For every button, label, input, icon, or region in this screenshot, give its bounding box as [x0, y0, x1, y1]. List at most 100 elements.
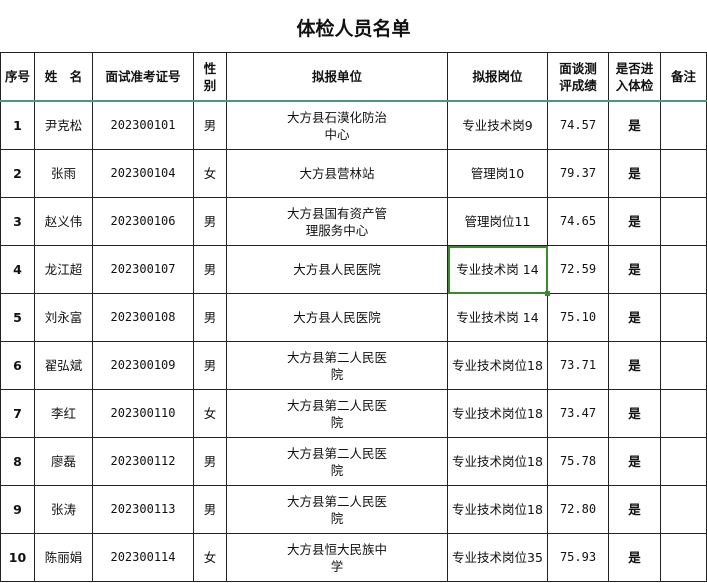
exam-id-cell[interactable]: 202300113 [92, 485, 194, 534]
gender-cell[interactable]: 男 [193, 245, 227, 294]
exam-id-cell[interactable]: 202300110 [92, 389, 194, 438]
seq-cell[interactable]: 10 [0, 533, 35, 582]
seq-cell[interactable]: 3 [0, 197, 35, 246]
header-exam-id[interactable]: 面试准考证号 [92, 52, 194, 102]
post-cell[interactable]: 专业技术岗位18 [447, 485, 548, 534]
note-cell[interactable] [660, 149, 707, 198]
note-cell[interactable] [660, 389, 707, 438]
post-cell[interactable]: 专业技术岗 14 [447, 293, 548, 342]
score-cell[interactable]: 74.57 [547, 100, 609, 150]
score-cell[interactable]: 74.65 [547, 197, 609, 246]
post-cell[interactable]: 管理岗10 [447, 149, 548, 198]
post-cell[interactable]: 专业技术岗9 [447, 100, 548, 150]
note-cell[interactable] [660, 245, 707, 294]
unit-cell[interactable]: 大方县石漠化防治中心 [226, 100, 448, 150]
score-cell[interactable]: 75.93 [547, 533, 609, 582]
gender-cell[interactable]: 男 [193, 485, 227, 534]
post-cell[interactable]: 专业技术岗位18 [447, 437, 548, 486]
unit-cell[interactable]: 大方县第二人民医院 [226, 389, 448, 438]
physical-exam-cell[interactable]: 是 [608, 197, 661, 246]
name-cell[interactable]: 李红 [34, 389, 93, 438]
seq-cell[interactable]: 7 [0, 389, 35, 438]
name-cell[interactable]: 赵义伟 [34, 197, 93, 246]
gender-cell[interactable]: 男 [193, 437, 227, 486]
note-cell[interactable] [660, 100, 707, 150]
note-cell[interactable] [660, 197, 707, 246]
gender-cell[interactable]: 男 [193, 100, 227, 150]
note-cell[interactable] [660, 485, 707, 534]
name-cell[interactable]: 刘永富 [34, 293, 93, 342]
unit-cell[interactable]: 大方县第二人民医院 [226, 485, 448, 534]
header-gender[interactable]: 性别 [193, 52, 227, 102]
unit-cell[interactable]: 大方县人民医院 [226, 293, 448, 342]
unit-cell[interactable]: 大方县人民医院 [226, 245, 448, 294]
score-cell[interactable]: 73.47 [547, 389, 609, 438]
physical-exam-cell[interactable]: 是 [608, 485, 661, 534]
physical-exam-cell[interactable]: 是 [608, 149, 661, 198]
post-cell[interactable]: 专业技术岗位18 [447, 389, 548, 438]
name-cell[interactable]: 翟弘斌 [34, 341, 93, 390]
post-cell[interactable]: 专业技术岗位35 [447, 533, 548, 582]
note-cell[interactable] [660, 293, 707, 342]
gender-cell[interactable]: 男 [193, 293, 227, 342]
header-name[interactable]: 姓 名 [34, 52, 93, 102]
unit-cell[interactable]: 大方县国有资产管理服务中心 [226, 197, 448, 246]
gender-cell[interactable]: 女 [193, 389, 227, 438]
header-unit[interactable]: 拟报单位 [226, 52, 448, 102]
physical-exam-cell[interactable]: 是 [608, 100, 661, 150]
name-cell[interactable]: 廖磊 [34, 437, 93, 486]
exam-id-cell[interactable]: 202300101 [92, 100, 194, 150]
note-cell[interactable] [660, 341, 707, 390]
physical-exam-cell[interactable]: 是 [608, 533, 661, 582]
physical-exam-cell[interactable]: 是 [608, 389, 661, 438]
score-cell[interactable]: 75.10 [547, 293, 609, 342]
unit-cell[interactable]: 大方县第二人民医院 [226, 341, 448, 390]
post-cell[interactable]: 专业技术岗 14 [447, 245, 550, 296]
seq-cell[interactable]: 1 [0, 100, 35, 150]
physical-exam-cell[interactable]: 是 [608, 293, 661, 342]
name-cell[interactable]: 张涛 [34, 485, 93, 534]
name-cell[interactable]: 龙江超 [34, 245, 93, 294]
exam-id-cell[interactable]: 202300106 [92, 197, 194, 246]
name-cell[interactable]: 张雨 [34, 149, 93, 198]
exam-id-cell[interactable]: 202300112 [92, 437, 194, 486]
header-note[interactable]: 备注 [660, 52, 707, 102]
unit-cell[interactable]: 大方县恒大民族中学 [226, 533, 448, 582]
score-cell[interactable]: 75.78 [547, 437, 609, 486]
seq-cell[interactable]: 4 [0, 245, 35, 294]
post-cell[interactable]: 专业技术岗位18 [447, 341, 548, 390]
seq-cell[interactable]: 9 [0, 485, 35, 534]
name-cell[interactable]: 尹克松 [34, 100, 93, 150]
seq-cell[interactable]: 2 [0, 149, 35, 198]
note-cell[interactable] [660, 533, 707, 582]
fill-handle[interactable] [545, 291, 550, 296]
score-cell[interactable]: 73.71 [547, 341, 609, 390]
exam-id-cell[interactable]: 202300104 [92, 149, 194, 198]
post-cell[interactable]: 管理岗位11 [447, 197, 548, 246]
exam-id-cell[interactable]: 202300107 [92, 245, 194, 294]
exam-id-cell[interactable]: 202300114 [92, 533, 194, 582]
gender-cell[interactable]: 男 [193, 197, 227, 246]
header-score[interactable]: 面谈测评成绩 [547, 52, 609, 102]
exam-id-cell[interactable]: 202300108 [92, 293, 194, 342]
note-cell[interactable] [660, 437, 707, 486]
exam-id-cell[interactable]: 202300109 [92, 341, 194, 390]
score-cell[interactable]: 79.37 [547, 149, 609, 198]
physical-exam-cell[interactable]: 是 [608, 245, 661, 294]
gender-cell[interactable]: 男 [193, 341, 227, 390]
header-post[interactable]: 拟报岗位 [447, 52, 548, 102]
unit-cell[interactable]: 大方县第二人民医院 [226, 437, 448, 486]
gender-cell[interactable]: 女 [193, 149, 227, 198]
seq-cell[interactable]: 8 [0, 437, 35, 486]
physical-exam-cell[interactable]: 是 [608, 437, 661, 486]
score-cell[interactable]: 72.80 [547, 485, 609, 534]
unit-cell[interactable]: 大方县营林站 [226, 149, 448, 198]
seq-cell[interactable]: 6 [0, 341, 35, 390]
gender-cell[interactable]: 女 [193, 533, 227, 582]
header-physical-exam[interactable]: 是否进入体检 [608, 52, 661, 102]
seq-cell[interactable]: 5 [0, 293, 35, 342]
physical-exam-cell[interactable]: 是 [608, 341, 661, 390]
name-cell[interactable]: 陈丽娟 [34, 533, 93, 582]
header-seq[interactable]: 序号 [0, 52, 35, 102]
score-cell[interactable]: 72.59 [547, 245, 609, 294]
